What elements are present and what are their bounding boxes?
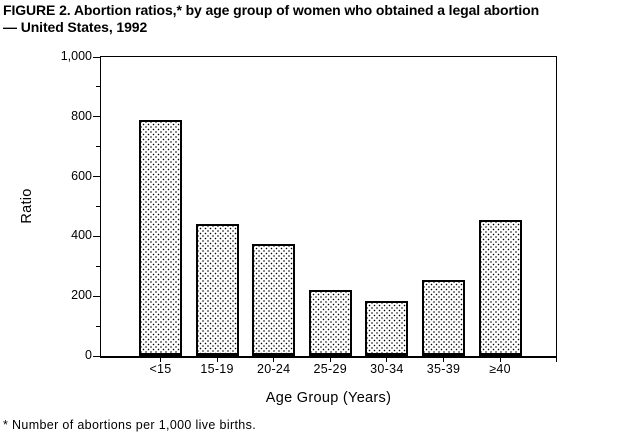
x-axis-tick (160, 358, 161, 362)
y-axis-major-tick (93, 116, 100, 118)
bar-35-39 (422, 279, 465, 356)
y-axis-minor-tick (96, 86, 100, 88)
y-axis-title: Ratio (19, 188, 35, 224)
x-axis-title: Age Group (Years) (265, 390, 392, 406)
x-tick-label: <15 (149, 362, 172, 376)
y-axis-minor-tick (96, 265, 100, 267)
x-tick-label: 20-24 (256, 362, 291, 376)
bar-25-29 (308, 290, 352, 356)
y-axis-major-tick (93, 176, 100, 178)
plot-area (100, 56, 557, 358)
x-tick-label: 30-34 (370, 362, 404, 376)
y-axis-major-tick (93, 235, 100, 237)
y-tick-label: 1,000 (60, 49, 92, 63)
y-tick-label: 0 (85, 348, 92, 362)
figure-title-line2: — United States, 1992 (3, 19, 148, 35)
y-tick-label: 200 (71, 288, 92, 303)
x-tick-label: ≥40 (489, 362, 511, 376)
x-axis-tick (499, 358, 501, 362)
x-tick-label: 15-19 (200, 362, 234, 376)
x-tick-label: 35-39 (426, 362, 461, 376)
y-tick-label: 400 (71, 228, 92, 243)
y-axis-major-tick (93, 295, 100, 297)
y-tick-label: 600 (71, 168, 92, 183)
y-axis-major-tick (93, 355, 100, 357)
x-axis-tick (273, 358, 275, 362)
figure-title: FIGURE 2. Abortion ratios,* by age group… (3, 2, 539, 36)
y-axis-minor-tick (96, 325, 100, 327)
x-axis-tick (386, 358, 388, 362)
footnote: * Number of abortions per 1,000 live bir… (3, 418, 257, 432)
y-axis-minor-tick (96, 146, 100, 148)
y-axis-major-tick (93, 56, 100, 58)
x-tick-label: 25-29 (313, 362, 348, 376)
x-axis-corner-tick (556, 358, 557, 362)
bar-20-24 (252, 243, 296, 356)
bar-30-34 (365, 300, 409, 356)
figure-title-line1: FIGURE 2. Abortion ratios,* by age group… (3, 2, 540, 18)
bar-15-19 (195, 224, 239, 356)
x-axis-tick (443, 358, 444, 362)
y-axis-minor-tick (96, 206, 100, 207)
x-axis-tick (216, 358, 218, 362)
bar-≥40 (478, 219, 522, 356)
x-axis-tick (329, 358, 331, 362)
bar-<15 (139, 119, 182, 356)
y-tick-label: 800 (71, 108, 92, 123)
